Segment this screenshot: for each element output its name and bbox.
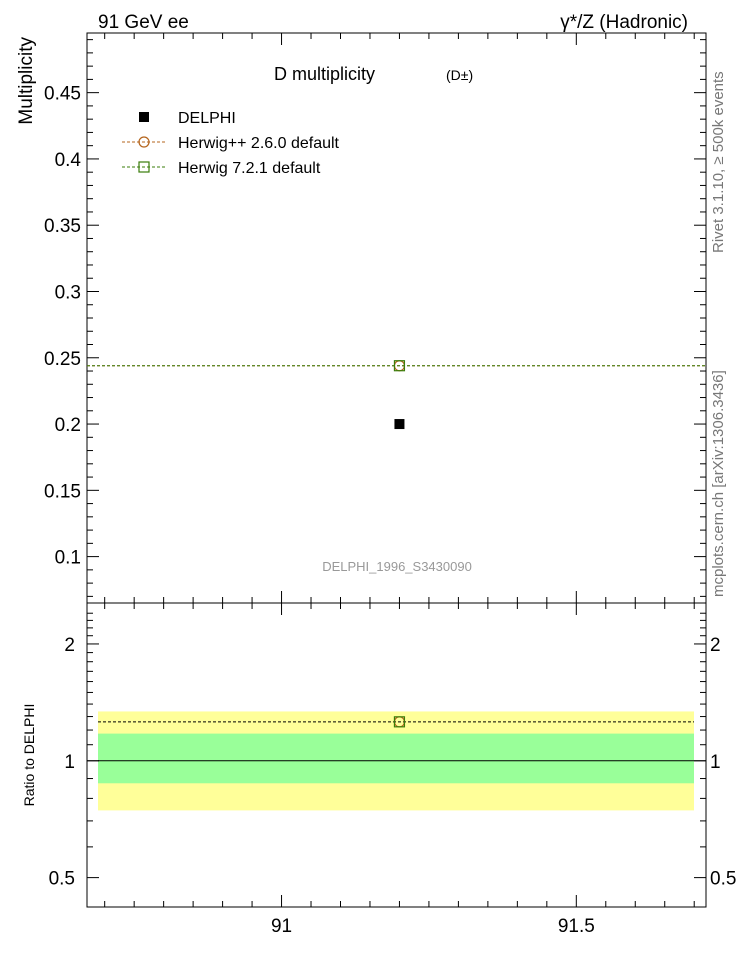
ratio-ytick-label-right: 2 xyxy=(710,635,721,656)
header-left-label: 91 GeV ee xyxy=(98,12,189,33)
mcplots-label: mcplots.cern.ch [arXiv:1306.3436] xyxy=(710,370,727,597)
ratio-ytick-label: 2 xyxy=(64,635,75,656)
xtick-label: 91.5 xyxy=(558,916,595,937)
legend-marker-square xyxy=(139,112,149,122)
ratio-axis-ticks: 0.5 0.5 1 1 2 2 91 91.5 xyxy=(49,602,736,937)
header-right-label: γ*/Z (Hadronic) xyxy=(560,12,688,33)
legend: DELPHI Herwig++ 2.6.0 default Herwig 7.2.1… xyxy=(122,110,340,177)
legend-label: DELPHI xyxy=(178,110,236,127)
data-point-delphi xyxy=(394,419,405,430)
legend-marker-circle xyxy=(138,136,150,148)
ratio-band-stat xyxy=(98,733,694,784)
ytick-label: 0.4 xyxy=(55,150,82,171)
main-ylabel: Multiplicity xyxy=(16,37,37,125)
main-title: D multiplicity xyxy=(274,64,375,84)
main-title-suffix: (D±) xyxy=(446,67,473,83)
data-point-herwig7 xyxy=(393,360,406,372)
ytick-label: 0.25 xyxy=(44,349,81,370)
ratio-ytick-label-right: 0.5 xyxy=(710,869,736,890)
ratio-ytick-label: 0.5 xyxy=(49,869,75,890)
legend-label: Herwig 7.2.1 default xyxy=(178,160,321,177)
main-marks xyxy=(87,360,706,430)
xtick-label: 91 xyxy=(271,916,292,937)
ratio-point-herwig7 xyxy=(393,716,406,728)
ratio-bands xyxy=(98,711,694,811)
ytick-label: 0.35 xyxy=(44,216,81,237)
ytick-label: 0.15 xyxy=(44,481,81,502)
ytick-label: 0.1 xyxy=(55,548,81,569)
main-panel: 0.1 0.15 0.2 0.25 0.3 0.35 0.4 0.45 D multiplic… xyxy=(16,32,707,604)
rivet-label: Rivet 3.1.10, ≥ 500k events xyxy=(710,71,727,253)
watermark: DELPHI_1996_S3430090 xyxy=(322,559,472,574)
legend-label: Herwig++ 2.6.0 default xyxy=(178,135,340,152)
legend-marker-open-square xyxy=(138,161,150,173)
ratio-ylabel: Ratio to DELPHI xyxy=(21,704,37,807)
ratio-ytick-label: 1 xyxy=(64,752,75,773)
ratio-panel: 0.5 0.5 1 1 2 2 91 91.5 Ratio to DELPHI xyxy=(21,602,736,937)
ratio-ytick-label-right: 1 xyxy=(710,752,721,773)
ytick-label: 0.2 xyxy=(55,415,81,436)
ratio-frame xyxy=(86,602,707,908)
ratio-marks xyxy=(98,716,694,728)
ytick-label: 0.45 xyxy=(44,84,81,105)
ytick-label: 0.3 xyxy=(55,282,81,303)
